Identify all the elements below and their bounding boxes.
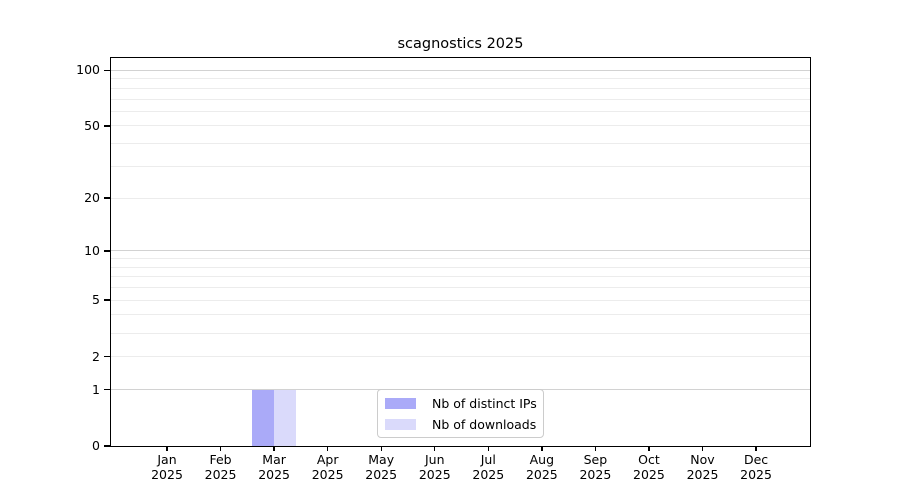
x-axis-tick-label: Oct 2025 [633, 452, 665, 482]
x-tick-mark [219, 446, 222, 451]
gridline-minor [111, 125, 810, 127]
legend-item-distinct-ips: Nb of distinct IPs [385, 394, 537, 412]
x-axis-tick-label: Jan 2025 [151, 452, 183, 482]
gridline-minor [111, 258, 810, 260]
x-tick-mark [326, 446, 329, 451]
y-axis-tick-label: 5 [92, 292, 100, 308]
gridline-minor [111, 78, 810, 80]
chart-title: scagnostics 2025 [397, 36, 524, 52]
x-tick-mark [380, 446, 382, 451]
x-axis-tick-label: Feb 2025 [204, 452, 237, 482]
y-axis-tick-label: 50 [84, 117, 100, 133]
plot-area [111, 58, 810, 446]
y-axis-tick-label: 20 [84, 190, 100, 206]
x-tick-mark [648, 446, 650, 451]
x-axis-tick-label: Jun 2025 [418, 452, 451, 482]
gridline-minor [111, 143, 810, 145]
y-tick-mark [104, 197, 110, 199]
gridline-minor [111, 266, 810, 268]
legend-label-distinct-ips: Nb of distinct IPs [432, 395, 537, 411]
gridline-major [111, 69, 810, 71]
x-axis-tick-label: Nov 2025 [686, 452, 719, 482]
x-tick-mark [594, 446, 597, 451]
x-tick-mark [434, 446, 436, 451]
x-axis-tick-label: Sep 2025 [579, 452, 612, 482]
legend-swatch-downloads [385, 418, 416, 430]
plot-border [109, 56, 811, 447]
x-tick-mark [701, 446, 704, 451]
legend-swatch-distinct-ips [385, 397, 416, 409]
gridline-minor [111, 165, 810, 167]
y-tick-mark [104, 299, 110, 301]
x-axis-tick-label: Jul 2025 [472, 452, 505, 482]
y-axis-tick-label: 0 [92, 438, 100, 453]
gridline-minor [111, 197, 810, 199]
bar-nb-of-distinct-ips-mar-2025 [252, 389, 275, 446]
gridline-minor [111, 87, 810, 89]
gridline-minor [111, 356, 810, 358]
gridline-minor [111, 299, 810, 301]
x-axis-tick-label: Dec 2025 [740, 452, 772, 482]
y-tick-mark [104, 388, 110, 391]
y-tick-mark [104, 445, 110, 447]
y-tick-mark [104, 125, 110, 127]
x-tick-mark [541, 446, 543, 451]
y-axis-tick-label: 2 [92, 348, 100, 364]
legend: Nb of distinct IPs Nb of downloads [377, 389, 544, 438]
y-tick-mark [104, 69, 110, 72]
x-tick-mark [273, 446, 275, 451]
x-axis-tick-label: May 2025 [365, 452, 398, 482]
x-axis-tick-label: Aug 2025 [525, 452, 558, 482]
gridline-minor [111, 314, 810, 316]
x-axis-tick-label: Mar 2025 [258, 452, 290, 482]
gridline-minor [111, 287, 810, 289]
legend-item-downloads: Nb of downloads [385, 415, 537, 433]
gridline-minor [111, 276, 810, 278]
gridline-major [111, 250, 810, 252]
x-tick-mark [755, 446, 757, 451]
legend-label-downloads: Nb of downloads [432, 416, 537, 432]
x-tick-mark [487, 446, 489, 451]
gridline-minor [111, 110, 810, 112]
y-axis-tick-label: 1 [92, 381, 100, 397]
y-tick-mark [104, 250, 110, 252]
gridline-minor [111, 332, 810, 334]
gridline-minor [111, 98, 810, 100]
x-tick-mark [166, 446, 168, 451]
bar-nb-of-downloads-mar-2025 [274, 389, 297, 446]
x-axis-tick-label: Apr 2025 [311, 452, 344, 482]
y-axis-tick-label: 100 [76, 62, 100, 78]
y-tick-mark [104, 355, 110, 358]
y-axis-tick-label: 10 [84, 242, 100, 258]
